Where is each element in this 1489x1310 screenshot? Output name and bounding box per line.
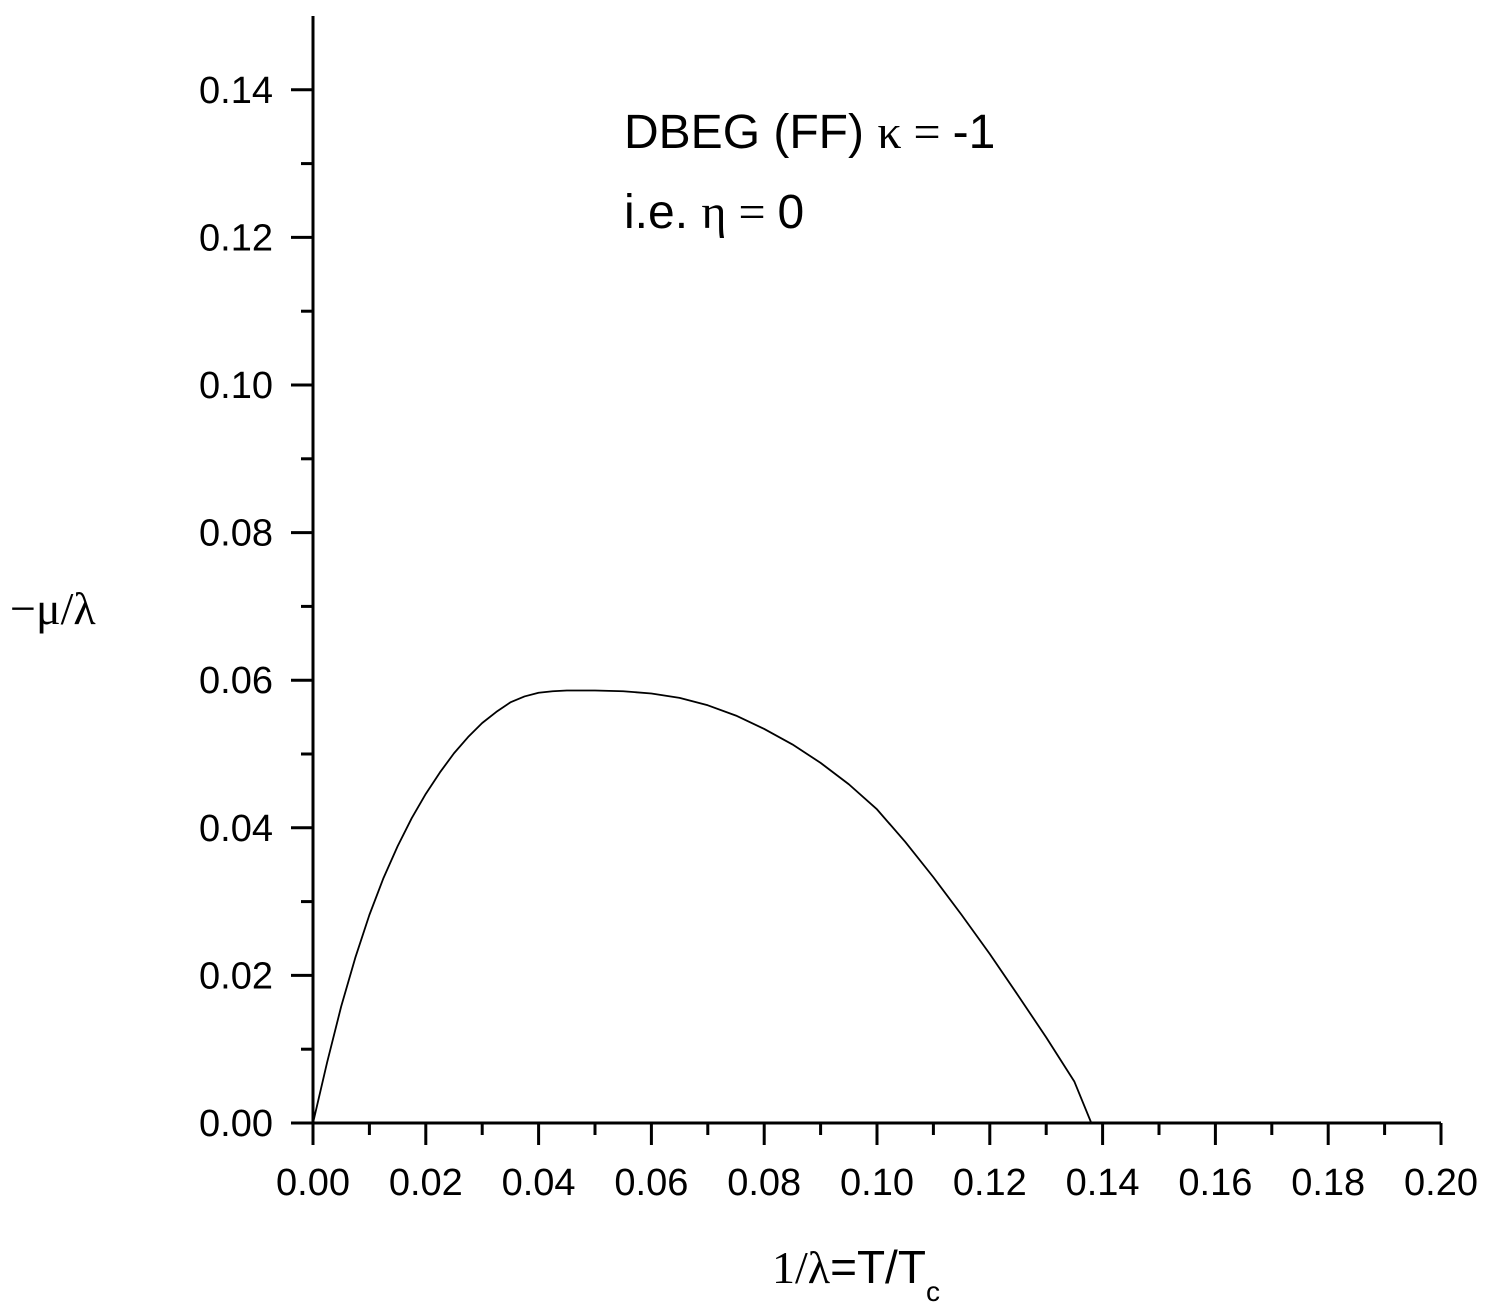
x-tick-label: 0.12	[953, 1162, 1027, 1204]
x-tick-label: 0.10	[840, 1162, 914, 1204]
y-tick-label: 0.06	[199, 660, 273, 702]
y-tick-label: 0.08	[199, 513, 273, 555]
annotation-line1-text: DBEG (FF)	[624, 106, 877, 159]
series	[312, 689, 1093, 1124]
x-tick-label: 0.06	[614, 1162, 688, 1204]
y-tick-label: 0.02	[199, 955, 273, 997]
annotation-line1-value: -1	[953, 106, 996, 159]
y-tick-label: 0.12	[199, 217, 273, 259]
annotation-line2-value: 0	[778, 186, 805, 239]
x-tick-label: 0.08	[727, 1162, 801, 1204]
y-tick-label: 0.10	[199, 365, 273, 407]
y-tick-label: 0.00	[199, 1103, 273, 1145]
annotation-line2-text: i.e.	[624, 186, 701, 239]
x-tick-label: 0.04	[502, 1162, 576, 1204]
annotation-line1-greek: κ =	[877, 106, 952, 159]
x-axis-title-prefix: 1/λ	[772, 1242, 831, 1293]
y-tick-label: 0.14	[199, 70, 273, 112]
axes	[311, 16, 1441, 1125]
annotation-line1: DBEG (FF) κ = -1	[624, 106, 995, 159]
x-tick-label: 0.18	[1291, 1162, 1365, 1204]
y-axis-title: −μ/λ	[10, 583, 96, 634]
x-tick-label: 0.00	[276, 1162, 350, 1204]
x-axis-title-sub: c	[926, 1276, 940, 1307]
x-tick-label: 0.20	[1404, 1162, 1478, 1204]
annotation-line2: i.e. η = 0	[624, 186, 804, 239]
x-tick-label: 0.02	[389, 1162, 463, 1204]
x-axis-title-main: =T/T	[830, 1241, 926, 1293]
ticks: 0.00 0.02 0.04 0.06 0.08 0.10 0.12 0.14 0.16 0.18…	[199, 70, 1478, 1204]
x-tick-label: 0.14	[1066, 1162, 1140, 1204]
series-line-0	[312, 689, 1093, 1124]
annotation-line2-greek: η =	[701, 186, 777, 239]
y-tick-label: 0.04	[199, 808, 273, 850]
x-tick-label: 0.16	[1178, 1162, 1252, 1204]
x-axis-title: 1/λ=T/Tc	[772, 1241, 940, 1307]
